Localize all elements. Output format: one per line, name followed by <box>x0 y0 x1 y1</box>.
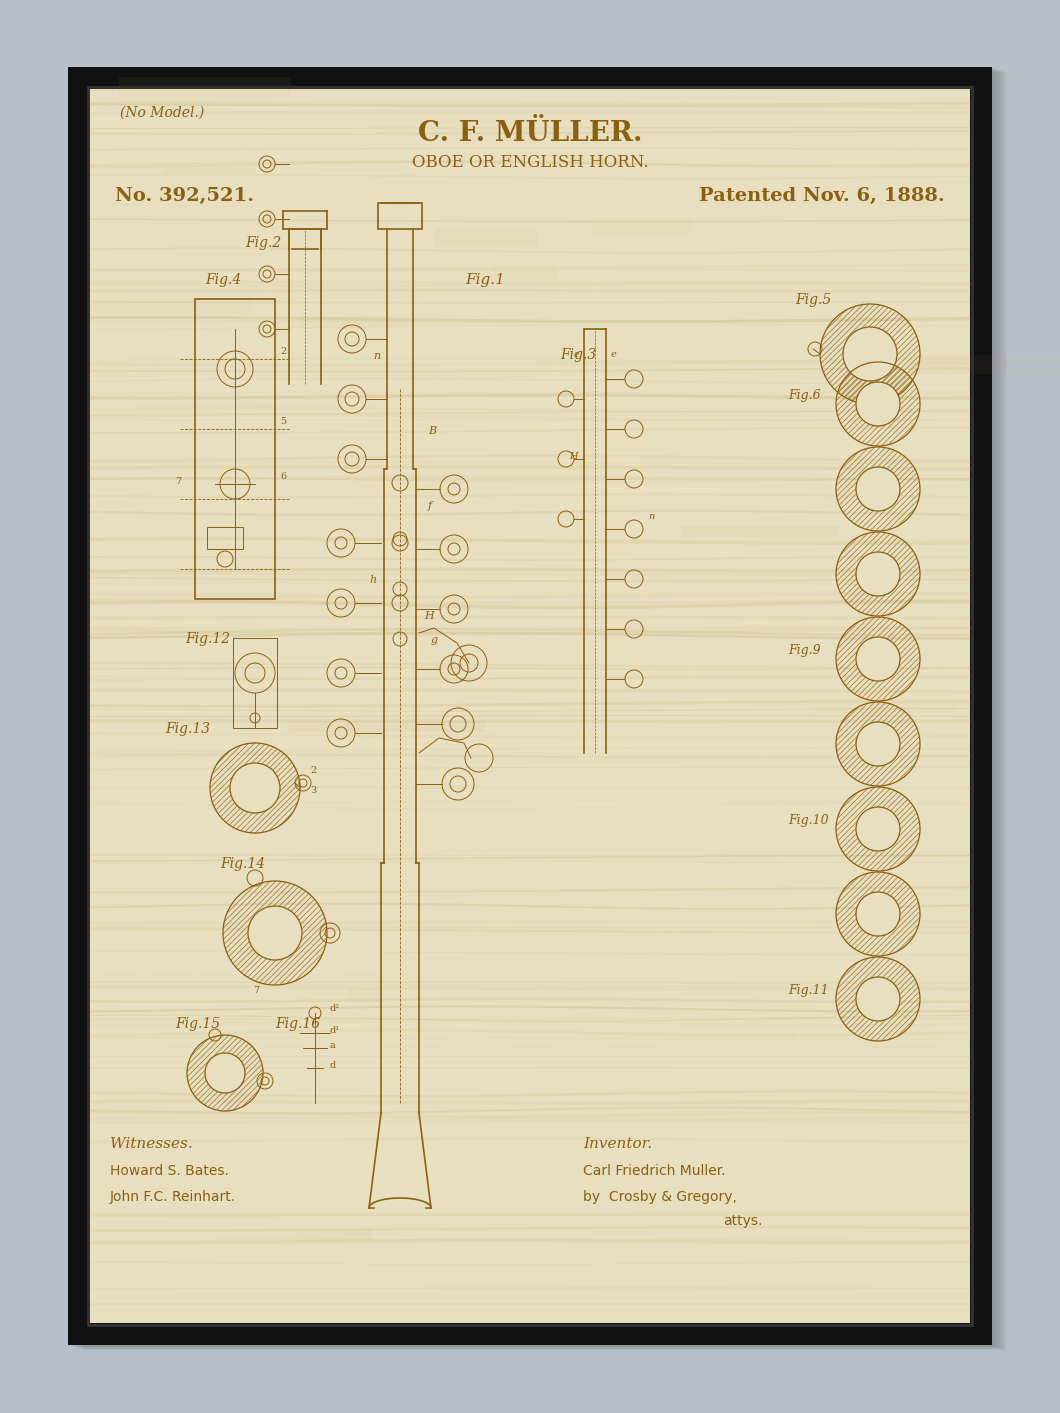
Text: a: a <box>330 1041 336 1050</box>
Text: Fig.10: Fig.10 <box>788 814 829 827</box>
Text: 2: 2 <box>280 348 286 356</box>
Circle shape <box>205 1053 245 1094</box>
Bar <box>71 68 995 1347</box>
Text: H: H <box>569 452 578 461</box>
Text: f: f <box>428 502 432 512</box>
Bar <box>759 1033 797 1039</box>
Text: Inventor.: Inventor. <box>583 1137 652 1152</box>
Text: Fig.16: Fig.16 <box>275 1017 320 1031</box>
Text: Fig.3: Fig.3 <box>560 348 596 362</box>
Text: 7: 7 <box>253 986 260 995</box>
Text: h: h <box>369 575 376 585</box>
Bar <box>75 69 1000 1348</box>
Bar <box>91 300 251 314</box>
Text: Fig.11: Fig.11 <box>788 983 829 998</box>
Text: B: B <box>428 425 436 437</box>
Circle shape <box>856 637 900 681</box>
Text: C. F. MÜLLER.: C. F. MÜLLER. <box>418 120 642 147</box>
Bar <box>77 71 1001 1348</box>
Text: Howard S. Bates.: Howard S. Bates. <box>110 1164 229 1178</box>
Text: n: n <box>373 350 381 360</box>
Bar <box>287 721 485 732</box>
Text: Fig.9: Fig.9 <box>788 644 820 657</box>
Circle shape <box>856 976 900 1022</box>
Bar <box>88 88 972 1325</box>
Bar <box>68 66 992 1345</box>
Bar <box>207 527 243 550</box>
Text: Patented Nov. 6, 1888.: Patented Nov. 6, 1888. <box>700 187 946 205</box>
Text: Fig.15: Fig.15 <box>175 1017 220 1031</box>
Text: 3: 3 <box>310 786 316 796</box>
Bar <box>912 355 1060 374</box>
Text: 5: 5 <box>280 417 286 425</box>
Bar <box>299 317 407 329</box>
Text: d¹: d¹ <box>330 1026 340 1034</box>
Circle shape <box>856 382 900 425</box>
Text: e: e <box>611 350 617 359</box>
Circle shape <box>230 763 280 812</box>
Text: No. 392,521.: No. 392,521. <box>114 187 254 205</box>
Text: John F.C. Reinhart.: John F.C. Reinhart. <box>110 1190 236 1204</box>
Bar <box>593 219 692 235</box>
Bar <box>70 68 993 1345</box>
Circle shape <box>843 326 897 382</box>
Text: d²: d² <box>330 1005 340 1013</box>
Bar <box>163 168 257 174</box>
Bar <box>78 71 1003 1348</box>
Text: Fig.5: Fig.5 <box>795 292 831 307</box>
Bar <box>195 300 275 599</box>
Bar <box>90 89 970 1323</box>
Text: Fig.1: Fig.1 <box>465 273 505 287</box>
Text: OBOE OR ENGLISH HORN.: OBOE OR ENGLISH HORN. <box>411 154 649 171</box>
Text: 2: 2 <box>310 766 316 774</box>
Bar <box>296 1228 372 1242</box>
Text: H: H <box>424 610 434 620</box>
Bar <box>349 988 379 1002</box>
Bar <box>74 69 999 1347</box>
Bar <box>436 229 537 247</box>
Bar <box>817 706 955 712</box>
Text: 6: 6 <box>280 472 286 480</box>
Bar <box>80 71 1004 1349</box>
Bar <box>682 526 837 538</box>
Text: Fig.4: Fig.4 <box>205 273 242 287</box>
Text: Witnesses.: Witnesses. <box>110 1137 193 1152</box>
Text: n: n <box>648 512 654 521</box>
Text: 7: 7 <box>175 478 181 486</box>
Circle shape <box>856 892 900 935</box>
Text: g: g <box>431 634 438 644</box>
Bar <box>378 203 422 229</box>
Text: by  Crosby & Gregory,: by Crosby & Gregory, <box>583 1190 737 1204</box>
Bar <box>82 72 1006 1349</box>
Circle shape <box>248 906 302 959</box>
Text: attys.: attys. <box>724 1214 763 1228</box>
Circle shape <box>856 807 900 851</box>
Text: Fig.6: Fig.6 <box>788 389 820 403</box>
Circle shape <box>856 722 900 766</box>
Bar <box>233 639 277 728</box>
Text: Carl Friedrich Muller.: Carl Friedrich Muller. <box>583 1164 725 1178</box>
Text: Fig.12: Fig.12 <box>186 632 230 646</box>
Circle shape <box>856 468 900 512</box>
Circle shape <box>856 552 900 596</box>
Bar <box>137 403 276 414</box>
Text: Fig.14: Fig.14 <box>220 858 265 870</box>
Bar <box>494 266 558 280</box>
Text: e: e <box>575 350 580 359</box>
Bar <box>83 72 1007 1349</box>
Text: Fig.2: Fig.2 <box>245 236 281 250</box>
Text: (No Model.): (No Model.) <box>120 106 205 120</box>
Text: Fig.13: Fig.13 <box>165 722 210 736</box>
Bar <box>72 68 996 1347</box>
Text: d: d <box>330 1061 336 1070</box>
Bar <box>119 78 290 97</box>
